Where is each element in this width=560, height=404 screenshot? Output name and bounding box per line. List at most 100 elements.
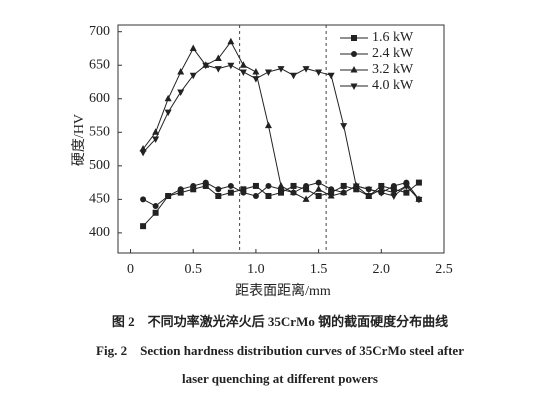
marker [415, 179, 422, 186]
marker [303, 186, 310, 193]
x-tick-label: 2.5 [435, 262, 453, 277]
marker [177, 189, 184, 196]
marker [177, 67, 185, 75]
marker [315, 179, 322, 186]
marker [215, 186, 222, 193]
marker [240, 189, 247, 196]
y-tick-label: 450 [89, 192, 110, 207]
marker [152, 128, 160, 135]
plot-frame [117, 24, 445, 254]
marker [302, 66, 310, 73]
marker [403, 189, 410, 196]
marker [350, 83, 358, 90]
marker [140, 223, 147, 230]
x-tick-label: 0 [127, 262, 134, 277]
marker [365, 192, 373, 199]
marker [177, 186, 184, 193]
marker [290, 72, 298, 80]
marker [351, 51, 357, 57]
marker [252, 67, 260, 75]
marker [190, 186, 197, 193]
marker [264, 69, 272, 76]
marker [340, 123, 348, 130]
marker [327, 192, 335, 199]
marker [164, 94, 172, 102]
marker [277, 66, 285, 73]
marker [189, 72, 197, 80]
marker [264, 121, 272, 129]
marker [377, 190, 385, 197]
legend-label: 3.2 kW [372, 62, 414, 77]
marker [277, 181, 285, 189]
marker [227, 62, 235, 70]
caption-en: Fig. 2 Section hardness distribution cur… [96, 343, 464, 358]
y-tick-label: 500 [89, 158, 110, 173]
marker [390, 182, 397, 189]
marker [239, 61, 247, 68]
marker [252, 76, 260, 83]
marker [328, 186, 335, 193]
marker [352, 183, 360, 190]
marker [202, 179, 209, 186]
marker [152, 209, 159, 216]
marker [340, 188, 348, 196]
marker [165, 193, 172, 199]
marker [315, 185, 323, 192]
y-tick-label: 650 [89, 57, 110, 72]
marker [351, 35, 357, 41]
marker [240, 186, 247, 193]
legend-label: 2.4 kW [372, 46, 414, 61]
marker [239, 69, 247, 76]
y-tick-label: 600 [89, 91, 110, 106]
marker [365, 186, 373, 194]
marker [214, 66, 222, 73]
marker [139, 149, 147, 157]
marker [140, 196, 147, 203]
marker [227, 37, 235, 45]
x-tick-label: 0.5 [184, 262, 202, 277]
y-tick-label: 700 [89, 24, 110, 39]
marker [152, 203, 159, 210]
marker [402, 183, 410, 190]
marker [327, 72, 335, 80]
marker [252, 193, 259, 199]
marker [290, 182, 297, 189]
x-tick-label: 1.5 [310, 262, 328, 277]
y-axis-label: 硬度/HV [71, 114, 87, 166]
marker [415, 196, 423, 204]
marker [252, 182, 259, 189]
caption-en: laser quenching at different powers [182, 371, 378, 386]
marker [303, 182, 310, 189]
y-tick-label: 400 [89, 225, 110, 240]
marker [202, 62, 210, 70]
marker [290, 188, 298, 196]
marker [190, 182, 197, 189]
marker [177, 89, 185, 97]
legend-label: 1.6 kW [372, 30, 414, 45]
marker [164, 109, 172, 117]
x-tick-label: 2.0 [373, 262, 391, 277]
marker [265, 182, 272, 189]
marker [278, 189, 284, 196]
marker [189, 44, 197, 51]
x-tick-label: 1.0 [247, 262, 265, 277]
marker [302, 195, 310, 202]
marker [215, 193, 222, 199]
marker [214, 54, 222, 62]
marker [315, 69, 323, 76]
legend-label: 4.0 kW [372, 78, 414, 93]
x-axis-label: 距表面距离/mm [235, 282, 331, 299]
marker [202, 182, 209, 189]
marker [350, 66, 358, 73]
y-tick-label: 550 [89, 125, 110, 140]
marker [265, 193, 272, 199]
marker [227, 189, 234, 196]
marker [152, 136, 160, 143]
marker [227, 182, 234, 189]
marker [315, 193, 322, 199]
caption-cn: 图 2 不同功率激光淬火后 35CrMo 钢的截面硬度分布曲线 [112, 314, 448, 329]
marker [340, 182, 347, 189]
marker [390, 193, 398, 200]
